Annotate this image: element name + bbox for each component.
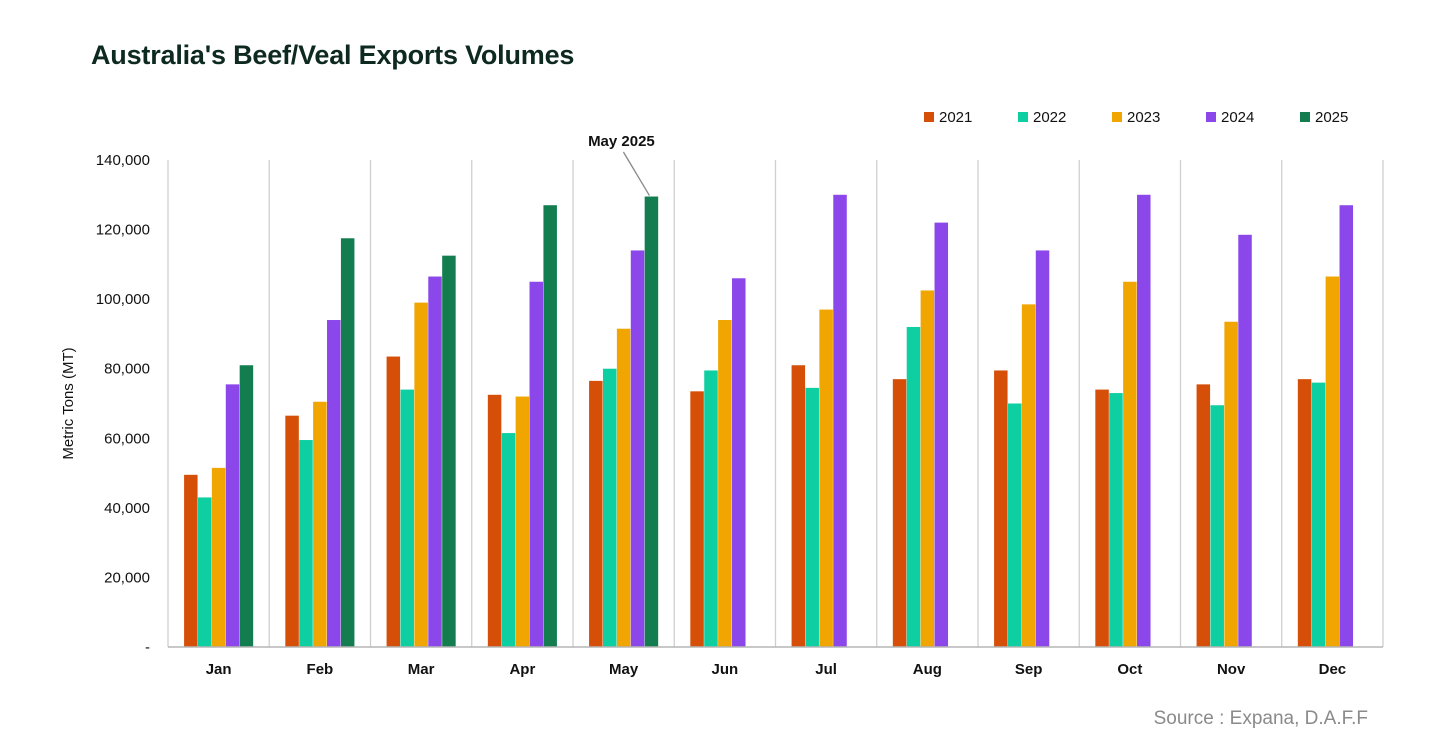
bar-2022-dec [1311,382,1326,647]
source-note: Source : Expana, D.A.F.F [1153,708,1368,729]
bar-2021-nov [1196,384,1211,647]
x-tick-label: Feb [307,661,334,678]
y-tick-label: 100,000 [96,291,150,308]
bar-2024-oct [1137,194,1151,648]
bar-2022-nov [1210,405,1224,647]
bar-2023-nov [1224,321,1238,647]
x-tick-label: Jun [712,661,739,678]
bar-2025-feb [340,238,355,647]
bar-2023-apr [515,396,530,647]
bar-2024-jun [732,278,746,647]
bar-2022-jun [704,370,718,647]
bar-2021-may [589,380,603,647]
bar-2023-may [616,328,631,647]
x-tick-label: Mar [408,661,435,678]
y-tick-label: 20,000 [104,569,150,586]
legend-swatch-2024 [1206,112,1216,122]
bar-2022-mar [400,389,414,647]
y-tick-label: 40,000 [104,500,150,517]
bar-2022-feb [299,440,313,647]
bar-2023-mar [414,302,428,647]
bar-2021-jul [791,365,806,647]
bar-2024-dec [1339,205,1354,647]
legend-swatch-2022 [1018,112,1028,122]
x-tick-label: Aug [913,661,942,678]
bar-2021-sep [994,370,1008,647]
bar-2025-mar [442,255,456,648]
bar-2024-may [630,250,645,647]
bar-2022-jul [805,387,819,647]
legend-swatch-2025 [1300,112,1310,122]
legend-label-2022: 2022 [1033,109,1066,126]
bar-2021-dec [1297,379,1312,647]
legend-swatch-2023 [1112,112,1122,122]
legend: 2021 2022 2023 2024 2025 [924,109,1348,126]
chart-title: Australia's Beef/Veal Exports Volumes [91,40,575,70]
bar-2023-jan [211,467,226,647]
annotation: May 2025 [588,133,655,196]
bar-2021-oct [1095,389,1109,647]
x-tick-label: Nov [1217,661,1246,678]
y-tick-label: 60,000 [104,430,150,447]
y-tick-label: 80,000 [104,361,150,378]
bar-2023-jul [819,309,833,647]
bar-2025-may [644,196,659,647]
bar-2023-feb [313,401,327,647]
bar-2021-aug [892,379,907,647]
x-tick-label: Oct [1117,661,1142,678]
bar-2022-apr [501,433,516,647]
legend-label-2023: 2023 [1127,109,1160,126]
y-tick-label: 120,000 [96,222,150,239]
gridlines [167,160,1384,647]
bar-2021-feb [285,415,299,647]
x-tick-label: Jan [206,661,232,678]
bar-2023-sep [1021,304,1036,647]
bar-2021-apr [487,394,502,647]
bar-2024-jan [225,384,240,647]
x-tick-label: Jul [815,661,837,678]
bar-2021-jun [690,391,704,647]
x-tick-label: Dec [1319,661,1347,678]
bar-2022-sep [1007,403,1022,647]
legend-label-2021: 2021 [939,109,972,126]
legend-label-2025: 2025 [1315,109,1348,126]
bar-2022-may [602,368,617,647]
bar-2024-aug [934,222,949,647]
bar-2023-dec [1325,276,1340,647]
y-axis-label: Metric Tons (MT) [60,347,77,459]
bar-2023-aug [920,290,935,647]
annotation-label: May 2025 [588,133,655,150]
bar-2022-oct [1109,393,1123,647]
bar-2025-jan [239,365,254,647]
bar-2024-nov [1238,234,1252,647]
bar-2024-feb [327,320,341,647]
bar-2024-sep [1035,250,1050,647]
bar-2021-mar [386,356,401,647]
bar-2025-apr [543,205,557,647]
legend-label-2024: 2024 [1221,109,1254,126]
bar-2023-oct [1123,281,1137,647]
bar-2022-jan [197,497,212,647]
bars [184,194,1354,648]
bar-2024-apr [529,281,544,647]
x-tick-label: May [609,661,639,678]
x-tick-label: Apr [509,661,535,678]
bar-2022-aug [906,326,921,647]
legend-swatch-2021 [924,112,934,122]
y-tick-label: 140,000 [96,152,150,169]
bar-2023-jun [718,320,732,647]
annotation-leader-line [622,151,650,196]
y-tick-label: - [145,639,150,656]
x-tick-label: Sep [1015,661,1043,678]
bar-2021-jan [184,474,198,647]
bar-2024-mar [428,276,442,647]
axes: - 20,000 40,000 60,000 80,000 100,000 120,000 1… [60,152,1383,678]
bar-2024-jul [833,194,847,648]
